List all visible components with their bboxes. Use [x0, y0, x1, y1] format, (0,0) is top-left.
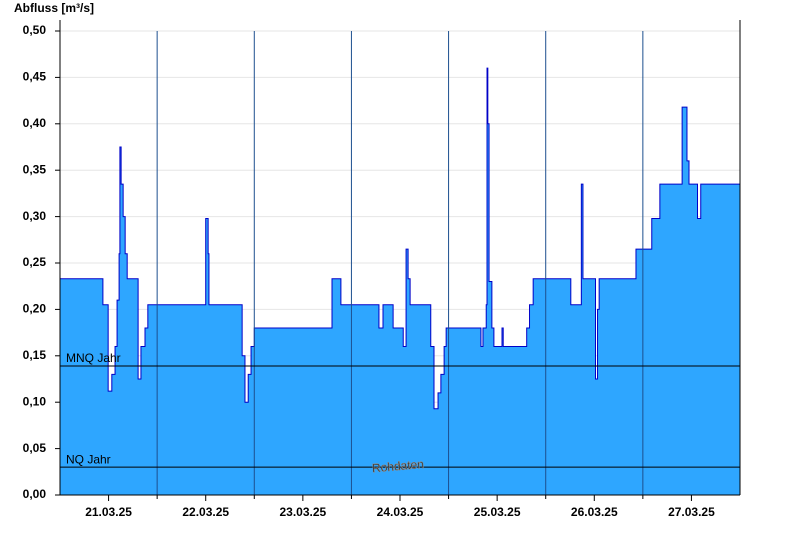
line [60, 67, 740, 410]
y-tick-label: 0,50 [23, 23, 47, 37]
x-tick-label: 24.03.25 [377, 505, 424, 519]
y-tick-label: 0,35 [23, 162, 47, 176]
y-tick-label: 0,10 [23, 394, 47, 408]
y-tick-label: 0,05 [23, 441, 47, 455]
x-tick-label: 25.03.25 [474, 505, 521, 519]
y-tick-label: 0,30 [23, 209, 47, 223]
y-tick-label: 0,00 [23, 487, 47, 501]
y-tick-label: 0,45 [23, 70, 47, 84]
reference-label: NQ Jahr [66, 452, 111, 466]
y-axis-label: Abfluss [m³/s] [14, 1, 94, 15]
y-tick-label: 0,40 [23, 116, 47, 130]
x-tick-label: 26.03.25 [571, 505, 618, 519]
y-tick-label: 0,15 [23, 348, 47, 362]
y-tick-label: 0,25 [23, 255, 47, 269]
watermark: Rohdaten [371, 457, 424, 475]
y-tick-label: 0,20 [23, 302, 47, 316]
x-tick-label: 22.03.25 [182, 505, 229, 519]
reference-label: MNQ Jahr [66, 351, 121, 365]
x-tick-label: 23.03.25 [279, 505, 326, 519]
x-tick-label: 27.03.25 [668, 505, 715, 519]
x-tick-label: 21.03.25 [85, 505, 132, 519]
area [60, 68, 740, 496]
